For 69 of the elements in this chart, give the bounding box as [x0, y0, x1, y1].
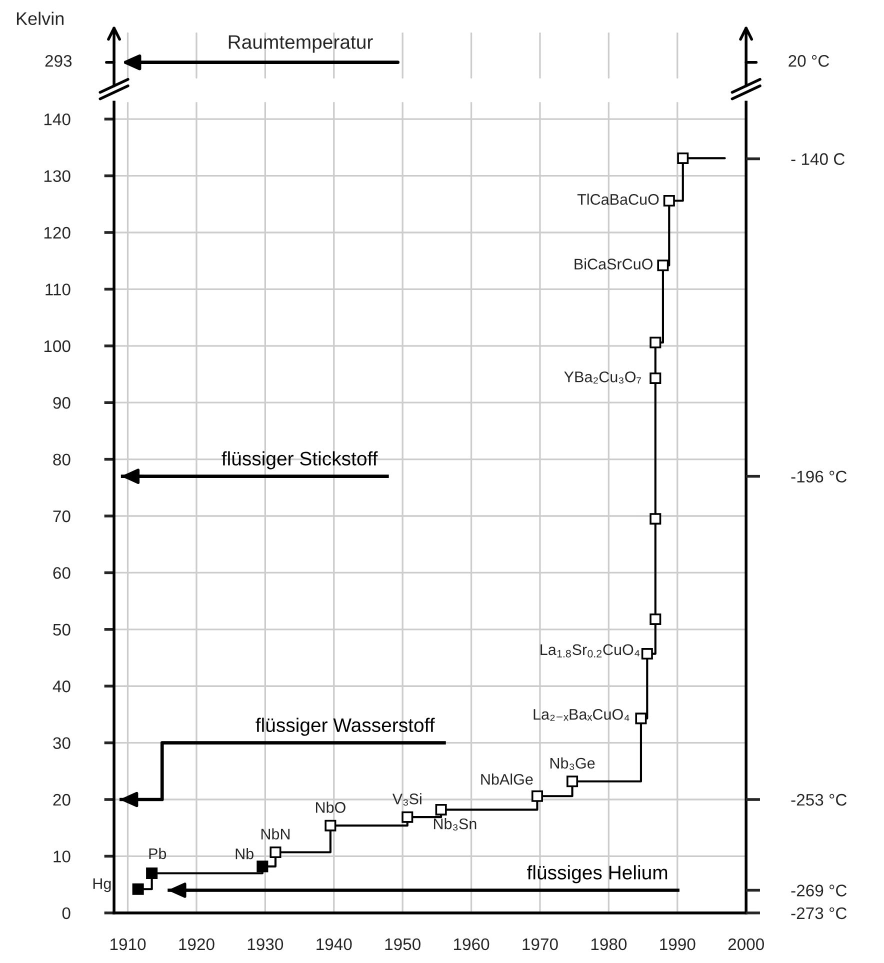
- point: [132, 883, 144, 895]
- x-tick-label: 1910: [110, 938, 146, 950]
- point: [641, 648, 653, 660]
- annotation: YBa₂Cu₃O₇: [564, 372, 641, 384]
- x-tick-label: 1930: [248, 938, 284, 950]
- y-tick-label: 100: [44, 340, 70, 352]
- x-tick-label: 1990: [660, 938, 696, 950]
- y-tick-label: 130: [44, 170, 70, 182]
- y-tick-label: 40: [52, 680, 70, 692]
- y-tick-label: 60: [53, 567, 70, 579]
- x-tick-label: 1920: [179, 938, 214, 950]
- annotation: Hg: [93, 878, 111, 892]
- y2-tick-label: - 140 C: [791, 153, 845, 165]
- point: [270, 846, 282, 858]
- y-tick-label: 140: [44, 113, 70, 126]
- annotation: NbO: [316, 802, 346, 813]
- y-axis-title: Kelvin: [16, 12, 64, 26]
- x-tick-label: 1940: [316, 938, 352, 950]
- annotation: Pb: [149, 848, 166, 860]
- y-tick-label: 50: [53, 624, 70, 636]
- point: [402, 811, 414, 823]
- annotation: La₂₋ₓBaₓCuO₄: [534, 708, 630, 721]
- annotation: NbAlGe: [481, 774, 533, 785]
- y2-tick-label: -253 °C: [791, 794, 847, 806]
- text: 20 °C: [788, 55, 830, 67]
- y2-tick-label: -196 °C: [791, 470, 847, 483]
- x-tick-label: 1970: [522, 938, 558, 950]
- x-tick-label: 1980: [591, 938, 627, 950]
- y-tick-label: 110: [46, 284, 70, 296]
- annotation: BiCaSrCuO: [574, 258, 653, 270]
- point: [256, 860, 268, 872]
- y-tick-label: 10: [54, 850, 70, 862]
- annotation: La$_{1.8}$Sr$_{0.2}$CuO₄: [540, 644, 640, 658]
- point: [663, 194, 675, 207]
- point: [650, 336, 662, 348]
- series-label: flüssiger Stickstoff: [222, 451, 378, 470]
- x-tick-label: 1960: [454, 938, 490, 950]
- series-label: flüssiger Wasserstoff: [256, 718, 435, 736]
- point: [650, 613, 662, 625]
- y-tick-label: 80: [53, 454, 70, 466]
- text: Raumtemperatur: [228, 35, 373, 53]
- annotation: TlCaBaCuO: [577, 194, 659, 205]
- point: [677, 152, 689, 164]
- annotation: V₃Si: [392, 793, 422, 806]
- y-tick-label: 70: [53, 510, 70, 522]
- annotation: Nb₃Sn: [434, 818, 476, 831]
- y-tick-label: 30: [53, 737, 70, 750]
- point: [324, 820, 336, 832]
- point: [635, 712, 647, 724]
- x-tick-label: 1950: [385, 938, 420, 950]
- point: [650, 372, 662, 384]
- annotation: NbN: [261, 828, 290, 840]
- point: [146, 867, 158, 879]
- annotation: Nb: [236, 848, 254, 860]
- y-tick-label: 0: [62, 907, 70, 920]
- y2-tick-label: -269 °C: [791, 884, 847, 896]
- y2-tick-label: -273 °C: [791, 907, 847, 920]
- y-tick-label: 90: [53, 397, 70, 409]
- point: [566, 776, 578, 788]
- annotation: Nb₃Ge: [550, 757, 595, 770]
- point: [657, 260, 669, 272]
- text: 293: [45, 55, 72, 67]
- series-label: flüssiges Helium: [527, 865, 668, 884]
- y-tick-label: 120: [44, 226, 70, 239]
- y-tick-label: 20: [53, 794, 70, 806]
- point: [435, 804, 447, 816]
- point: [531, 790, 544, 802]
- x-tick-label: 2000: [728, 938, 764, 950]
- point: [650, 513, 662, 525]
